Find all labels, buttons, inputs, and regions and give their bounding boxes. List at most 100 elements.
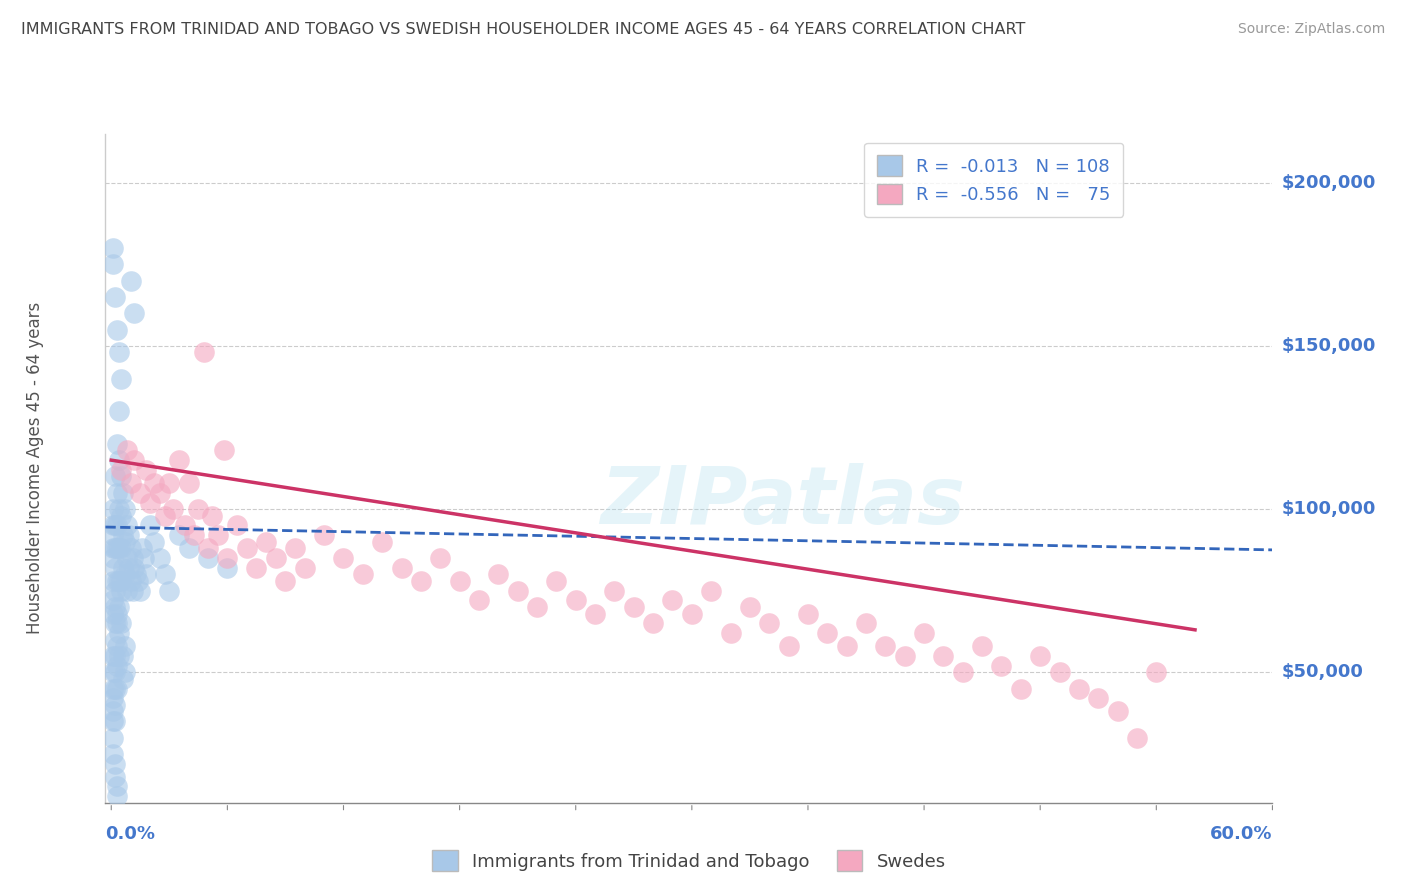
Point [115,518,138,533]
Point [332,551,354,566]
Point [207,528,229,542]
Point [217,561,239,575]
Point [111,485,134,500]
Point [103,714,125,729]
Point [108,574,131,588]
Text: IMMIGRANTS FROM TRINIDAD AND TOBAGO VS SWEDISH HOUSEHOLDER INCOME AGES 45 - 64 Y: IMMIGRANTS FROM TRINIDAD AND TOBAGO VS S… [21,22,1025,37]
Point [183,528,205,542]
Point [661,593,683,607]
Point [371,534,394,549]
Point [114,665,136,680]
Point [105,616,128,631]
Point [124,561,146,575]
Point [108,541,131,556]
Point [352,567,374,582]
Point [121,551,143,566]
Point [104,583,127,598]
Point [142,534,165,549]
Point [603,583,626,598]
Point [118,528,141,542]
Point [149,551,172,566]
Point [193,345,215,359]
Point [120,574,142,588]
Point [125,567,148,582]
Point [104,648,127,663]
Point [583,607,606,621]
Point [167,528,190,542]
Point [990,658,1012,673]
Point [235,541,257,556]
Point [1067,681,1090,696]
Point [157,475,180,490]
Point [124,453,146,467]
Point [893,648,915,663]
Point [1010,681,1032,696]
Point [167,453,190,467]
Point [623,599,645,614]
Point [103,502,125,516]
Point [264,551,287,566]
Point [449,574,471,588]
Point [429,551,451,566]
Point [952,665,974,680]
Point [108,599,131,614]
Point [835,639,858,653]
Point [103,574,125,588]
Point [103,241,125,255]
Point [108,345,131,359]
Point [564,593,586,607]
Point [104,541,127,556]
Point [187,502,209,516]
Point [120,475,142,490]
Point [134,551,156,566]
Point [104,290,127,304]
Point [284,541,307,556]
Text: 0.0%: 0.0% [105,825,156,843]
Point [110,616,132,631]
Point [162,502,184,516]
Point [105,437,128,451]
Point [110,583,132,598]
Point [197,541,219,556]
Point [875,639,897,653]
Point [105,323,128,337]
Point [104,714,127,729]
Point [409,574,432,588]
Point [104,756,127,771]
Point [103,705,125,719]
Text: ZIPatlas: ZIPatlas [600,463,965,541]
Point [274,574,297,588]
Point [131,541,153,556]
Point [173,518,195,533]
Point [643,616,665,631]
Point [110,508,132,523]
Point [738,599,761,614]
Text: $100,000: $100,000 [1282,500,1376,518]
Point [217,551,239,566]
Point [104,698,127,712]
Point [197,551,219,566]
Point [546,574,568,588]
Point [135,463,157,477]
Point [797,607,820,621]
Point [115,551,138,566]
Point [294,561,316,575]
Point [1029,648,1052,663]
Point [104,632,127,647]
Point [103,257,125,271]
Point [121,583,143,598]
Point [104,616,127,631]
Point [108,404,131,418]
Point [155,508,177,523]
Point [103,681,125,696]
Point [127,574,149,588]
Point [245,561,267,575]
Point [105,639,128,653]
Point [155,567,177,582]
Point [972,639,994,653]
Point [111,648,134,663]
Point [105,541,128,556]
Point [103,528,125,542]
Legend: R =  -0.013   N = 108, R =  -0.556   N =   75: R = -0.013 N = 108, R = -0.556 N = 75 [865,143,1123,217]
Point [114,534,136,549]
